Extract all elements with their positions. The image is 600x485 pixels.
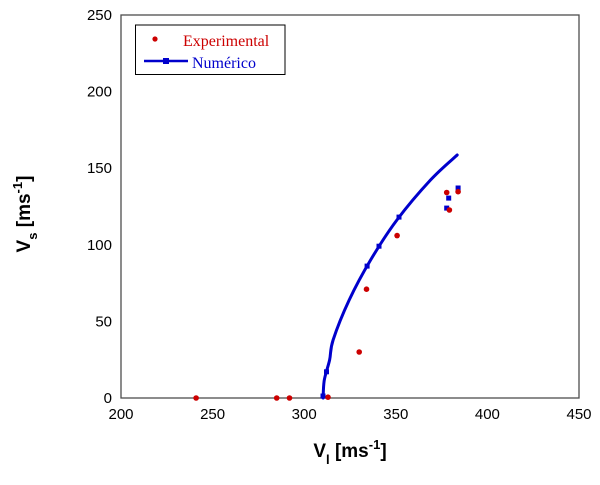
svg-text:300: 300 <box>292 406 317 423</box>
svg-text:50: 50 <box>95 313 112 330</box>
svg-text:Vl [ms-1]: Vl [ms-1] <box>313 437 386 467</box>
svg-text:200: 200 <box>108 406 133 423</box>
svg-text:100: 100 <box>87 237 112 254</box>
svg-text:200: 200 <box>87 84 112 101</box>
svg-text:250: 250 <box>200 406 225 423</box>
svg-text:Experimental: Experimental <box>183 33 270 50</box>
svg-text:Numérico: Numérico <box>192 55 256 72</box>
svg-text:Vs [ms-1]: Vs [ms-1] <box>10 176 40 253</box>
svg-text:150: 150 <box>87 160 112 177</box>
svg-text:450: 450 <box>566 406 591 423</box>
svg-text:250: 250 <box>87 7 112 24</box>
svg-text:350: 350 <box>383 406 408 423</box>
svg-text:0: 0 <box>104 390 112 407</box>
svg-text:400: 400 <box>475 406 500 423</box>
